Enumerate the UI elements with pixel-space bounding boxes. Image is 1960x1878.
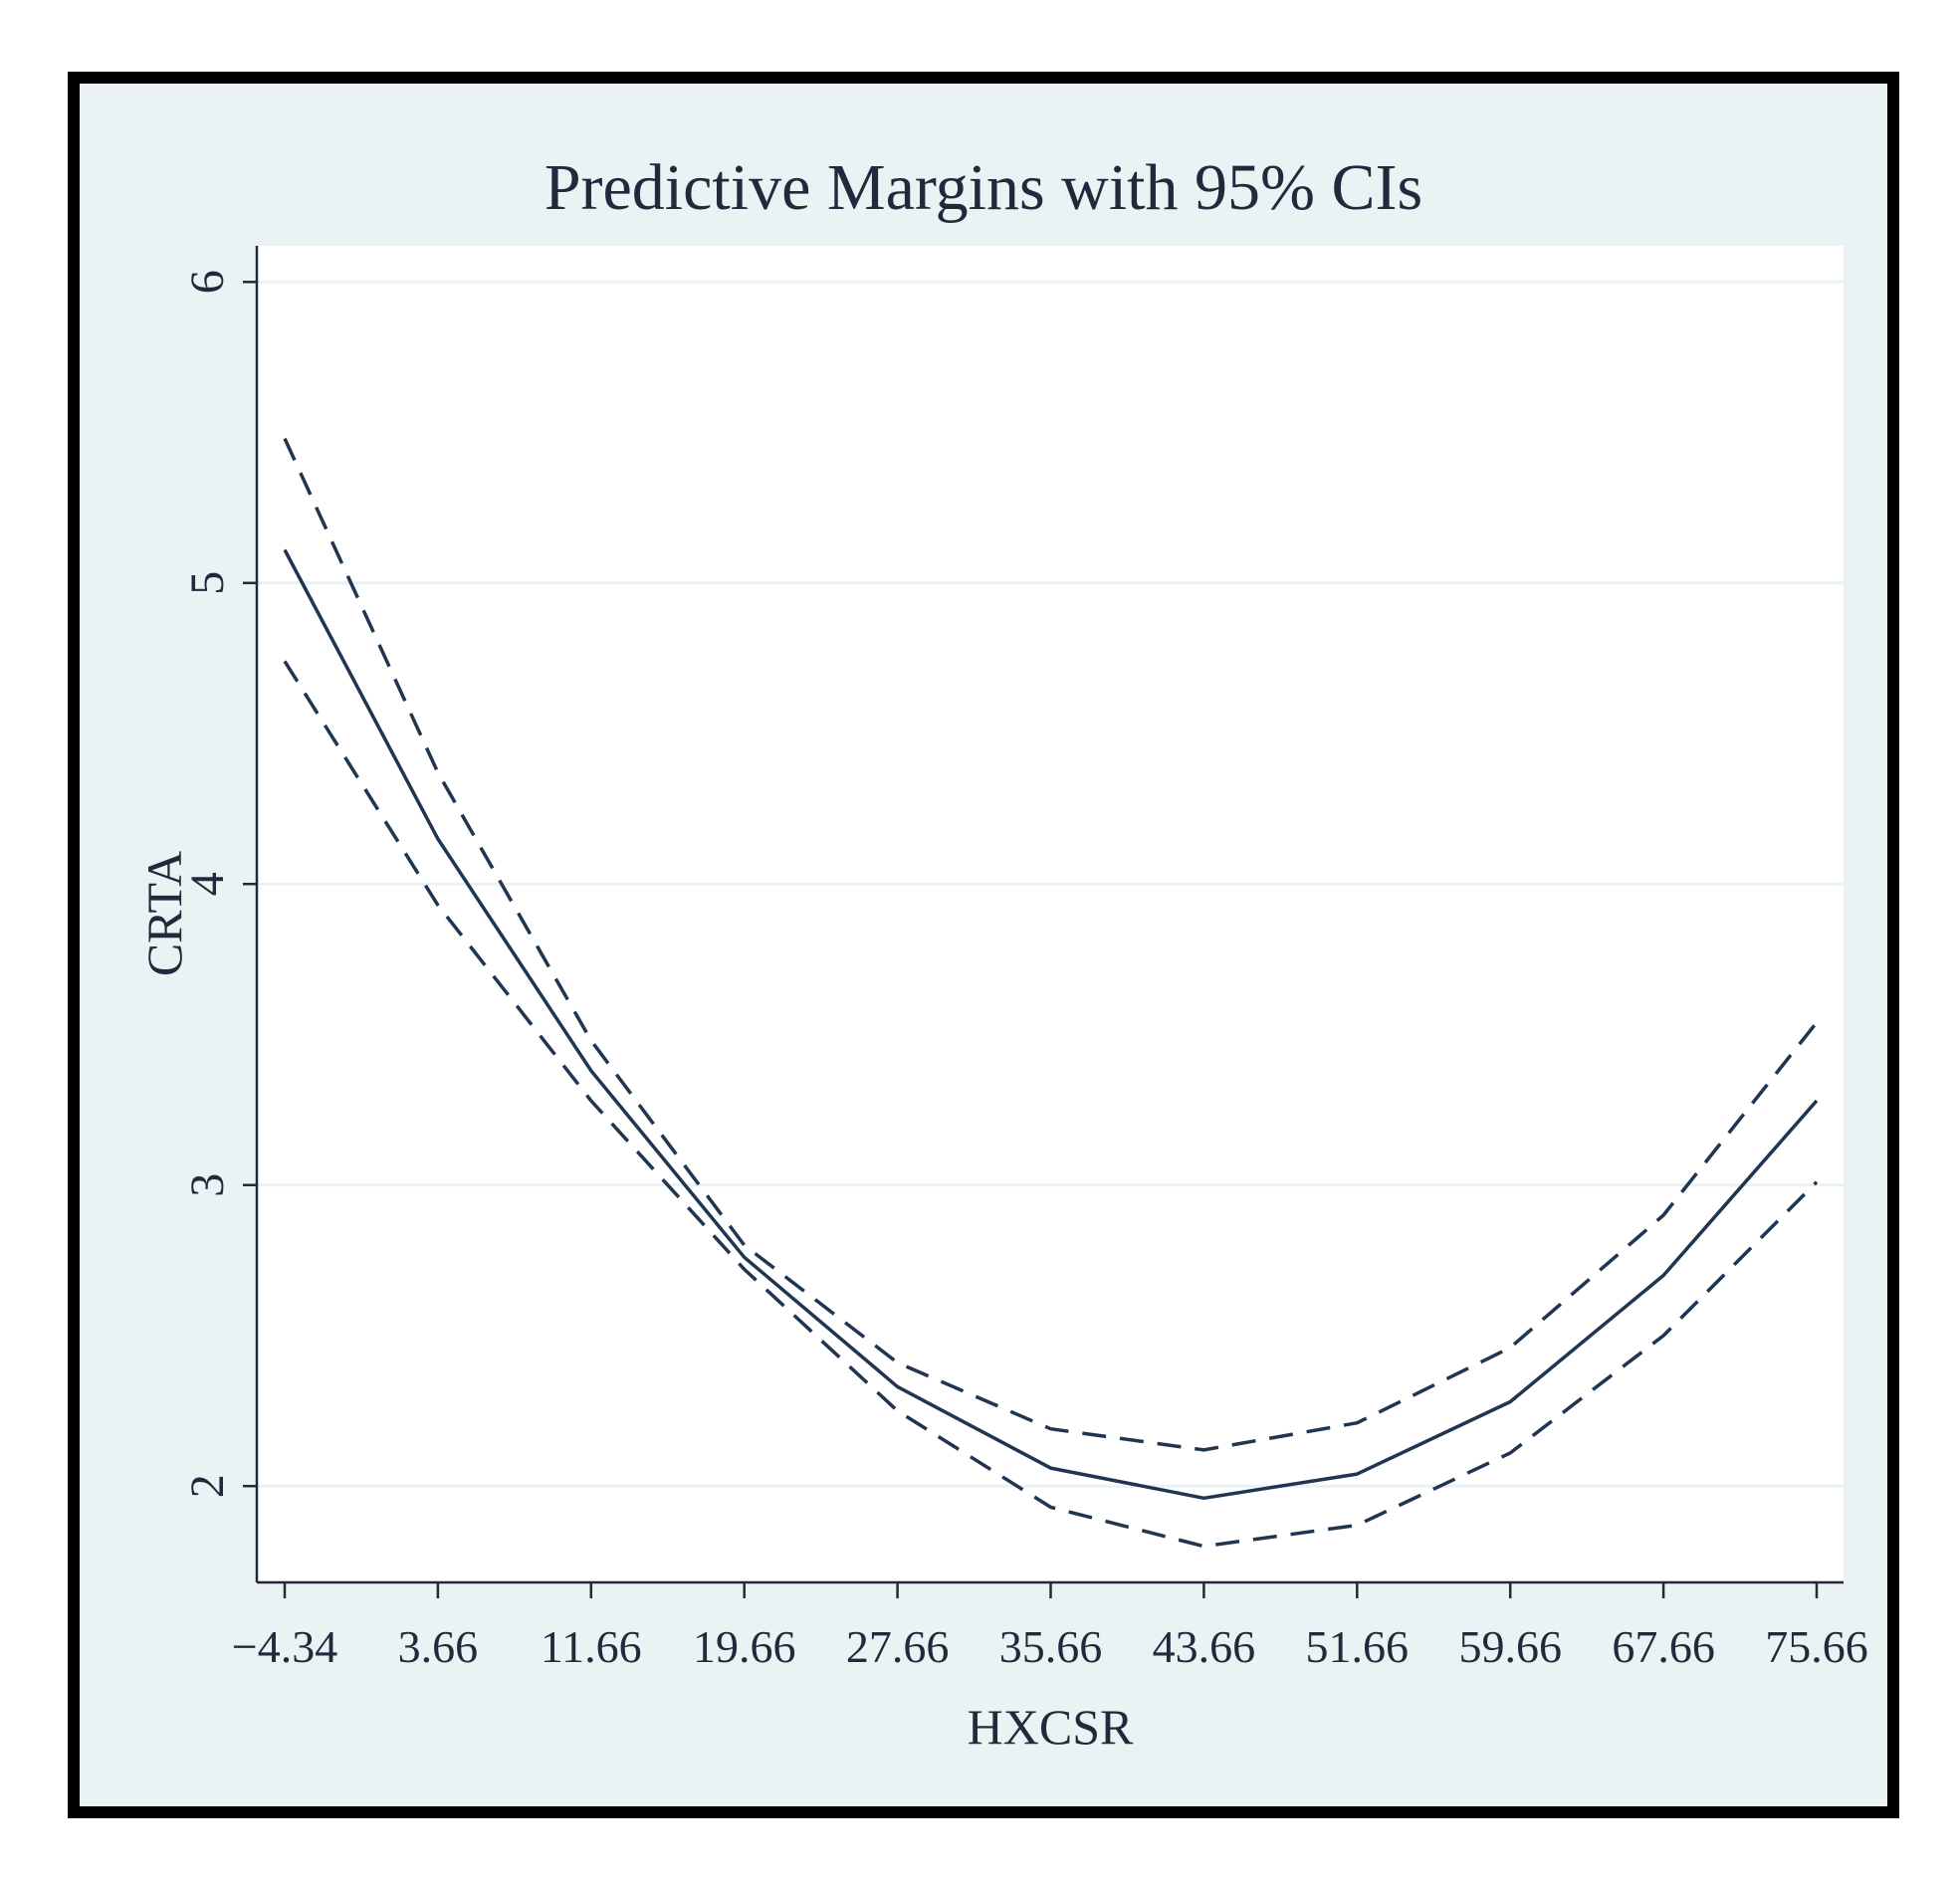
series: [283, 437, 1819, 1549]
data-point-predictive-margin: [743, 1255, 747, 1259]
data-point-upper-95-ci: [1049, 1427, 1053, 1431]
data-point-upper-95-ci: [283, 437, 287, 441]
data-point-predictive-margin: [436, 837, 440, 841]
x-tick-label: 3.66: [398, 1621, 479, 1672]
data-point-upper-95-ci: [1508, 1346, 1512, 1350]
data-point-upper-95-ci: [589, 1039, 593, 1043]
data-point-predictive-margin: [283, 548, 287, 552]
x-tick-label: −4.34: [232, 1621, 337, 1672]
data-point-upper-95-ci: [743, 1243, 747, 1247]
data-point-lower-95-ci: [1049, 1505, 1053, 1509]
data-point-lower-95-ci: [589, 1099, 593, 1103]
series-line-lower-95-ci: [283, 660, 1819, 1549]
data-point-upper-95-ci: [1815, 1020, 1819, 1024]
data-point-lower-95-ci: [1815, 1180, 1819, 1184]
data-point-lower-95-ci: [1661, 1334, 1665, 1338]
data-point-upper-95-ci: [1355, 1421, 1359, 1425]
y-tick-label: 5: [181, 571, 234, 595]
x-tick-label: 75.66: [1765, 1621, 1868, 1672]
x-tick-label: 43.66: [1153, 1621, 1256, 1672]
series-line-predictive-margin: [283, 548, 1819, 1501]
data-point-lower-95-ci: [283, 659, 287, 663]
y-ticks: 2 3 4 5 6: [181, 270, 257, 1498]
data-point-upper-95-ci: [1201, 1448, 1205, 1452]
x-tick-label: 67.66: [1612, 1621, 1715, 1672]
data-point-upper-95-ci: [436, 770, 440, 774]
y-tick-label: 4: [181, 872, 234, 896]
chart-title: Predictive Margins with 95% CIs: [544, 151, 1422, 224]
data-point-lower-95-ci: [1508, 1451, 1512, 1455]
data-point-predictive-margin: [1201, 1496, 1205, 1500]
x-tick-label: 19.66: [693, 1621, 796, 1672]
x-tick-label: 35.66: [999, 1621, 1103, 1672]
x-tick-label: 27.66: [846, 1621, 950, 1672]
data-point-predictive-margin: [589, 1069, 593, 1073]
data-point-predictive-margin: [1355, 1472, 1359, 1476]
data-point-upper-95-ci: [1661, 1213, 1665, 1217]
y-tick-label: 6: [181, 270, 234, 294]
x-ticks: −4.34 3.66 11.66 19.66 27.66 35.66 43.66 51.66 5…: [232, 1582, 1868, 1672]
x-tick-label: 51.66: [1306, 1621, 1410, 1672]
x-tick-label: 59.66: [1458, 1621, 1562, 1672]
data-point-predictive-margin: [1508, 1400, 1512, 1404]
data-point-lower-95-ci: [1355, 1524, 1359, 1528]
data-point-predictive-margin: [1815, 1099, 1819, 1103]
data-point-lower-95-ci: [743, 1267, 747, 1271]
data-point-lower-95-ci: [1201, 1545, 1205, 1549]
y-tick-label: 3: [181, 1173, 234, 1197]
data-point-lower-95-ci: [896, 1409, 900, 1413]
y-tick-label: 2: [181, 1474, 234, 1498]
data-point-predictive-margin: [896, 1384, 900, 1388]
grid-lines: [257, 280, 1844, 1488]
data-point-predictive-margin: [1049, 1466, 1053, 1470]
data-point-lower-95-ci: [436, 903, 440, 907]
data-point-upper-95-ci: [896, 1360, 900, 1364]
data-point-predictive-margin: [1661, 1273, 1665, 1277]
y-axis-label: CRTA: [136, 851, 192, 976]
plot-area: [257, 246, 1844, 1582]
series-line-upper-95-ci: [283, 437, 1819, 1452]
x-axis-label: HXCSR: [968, 1699, 1134, 1755]
x-tick-label: 11.66: [541, 1621, 642, 1672]
